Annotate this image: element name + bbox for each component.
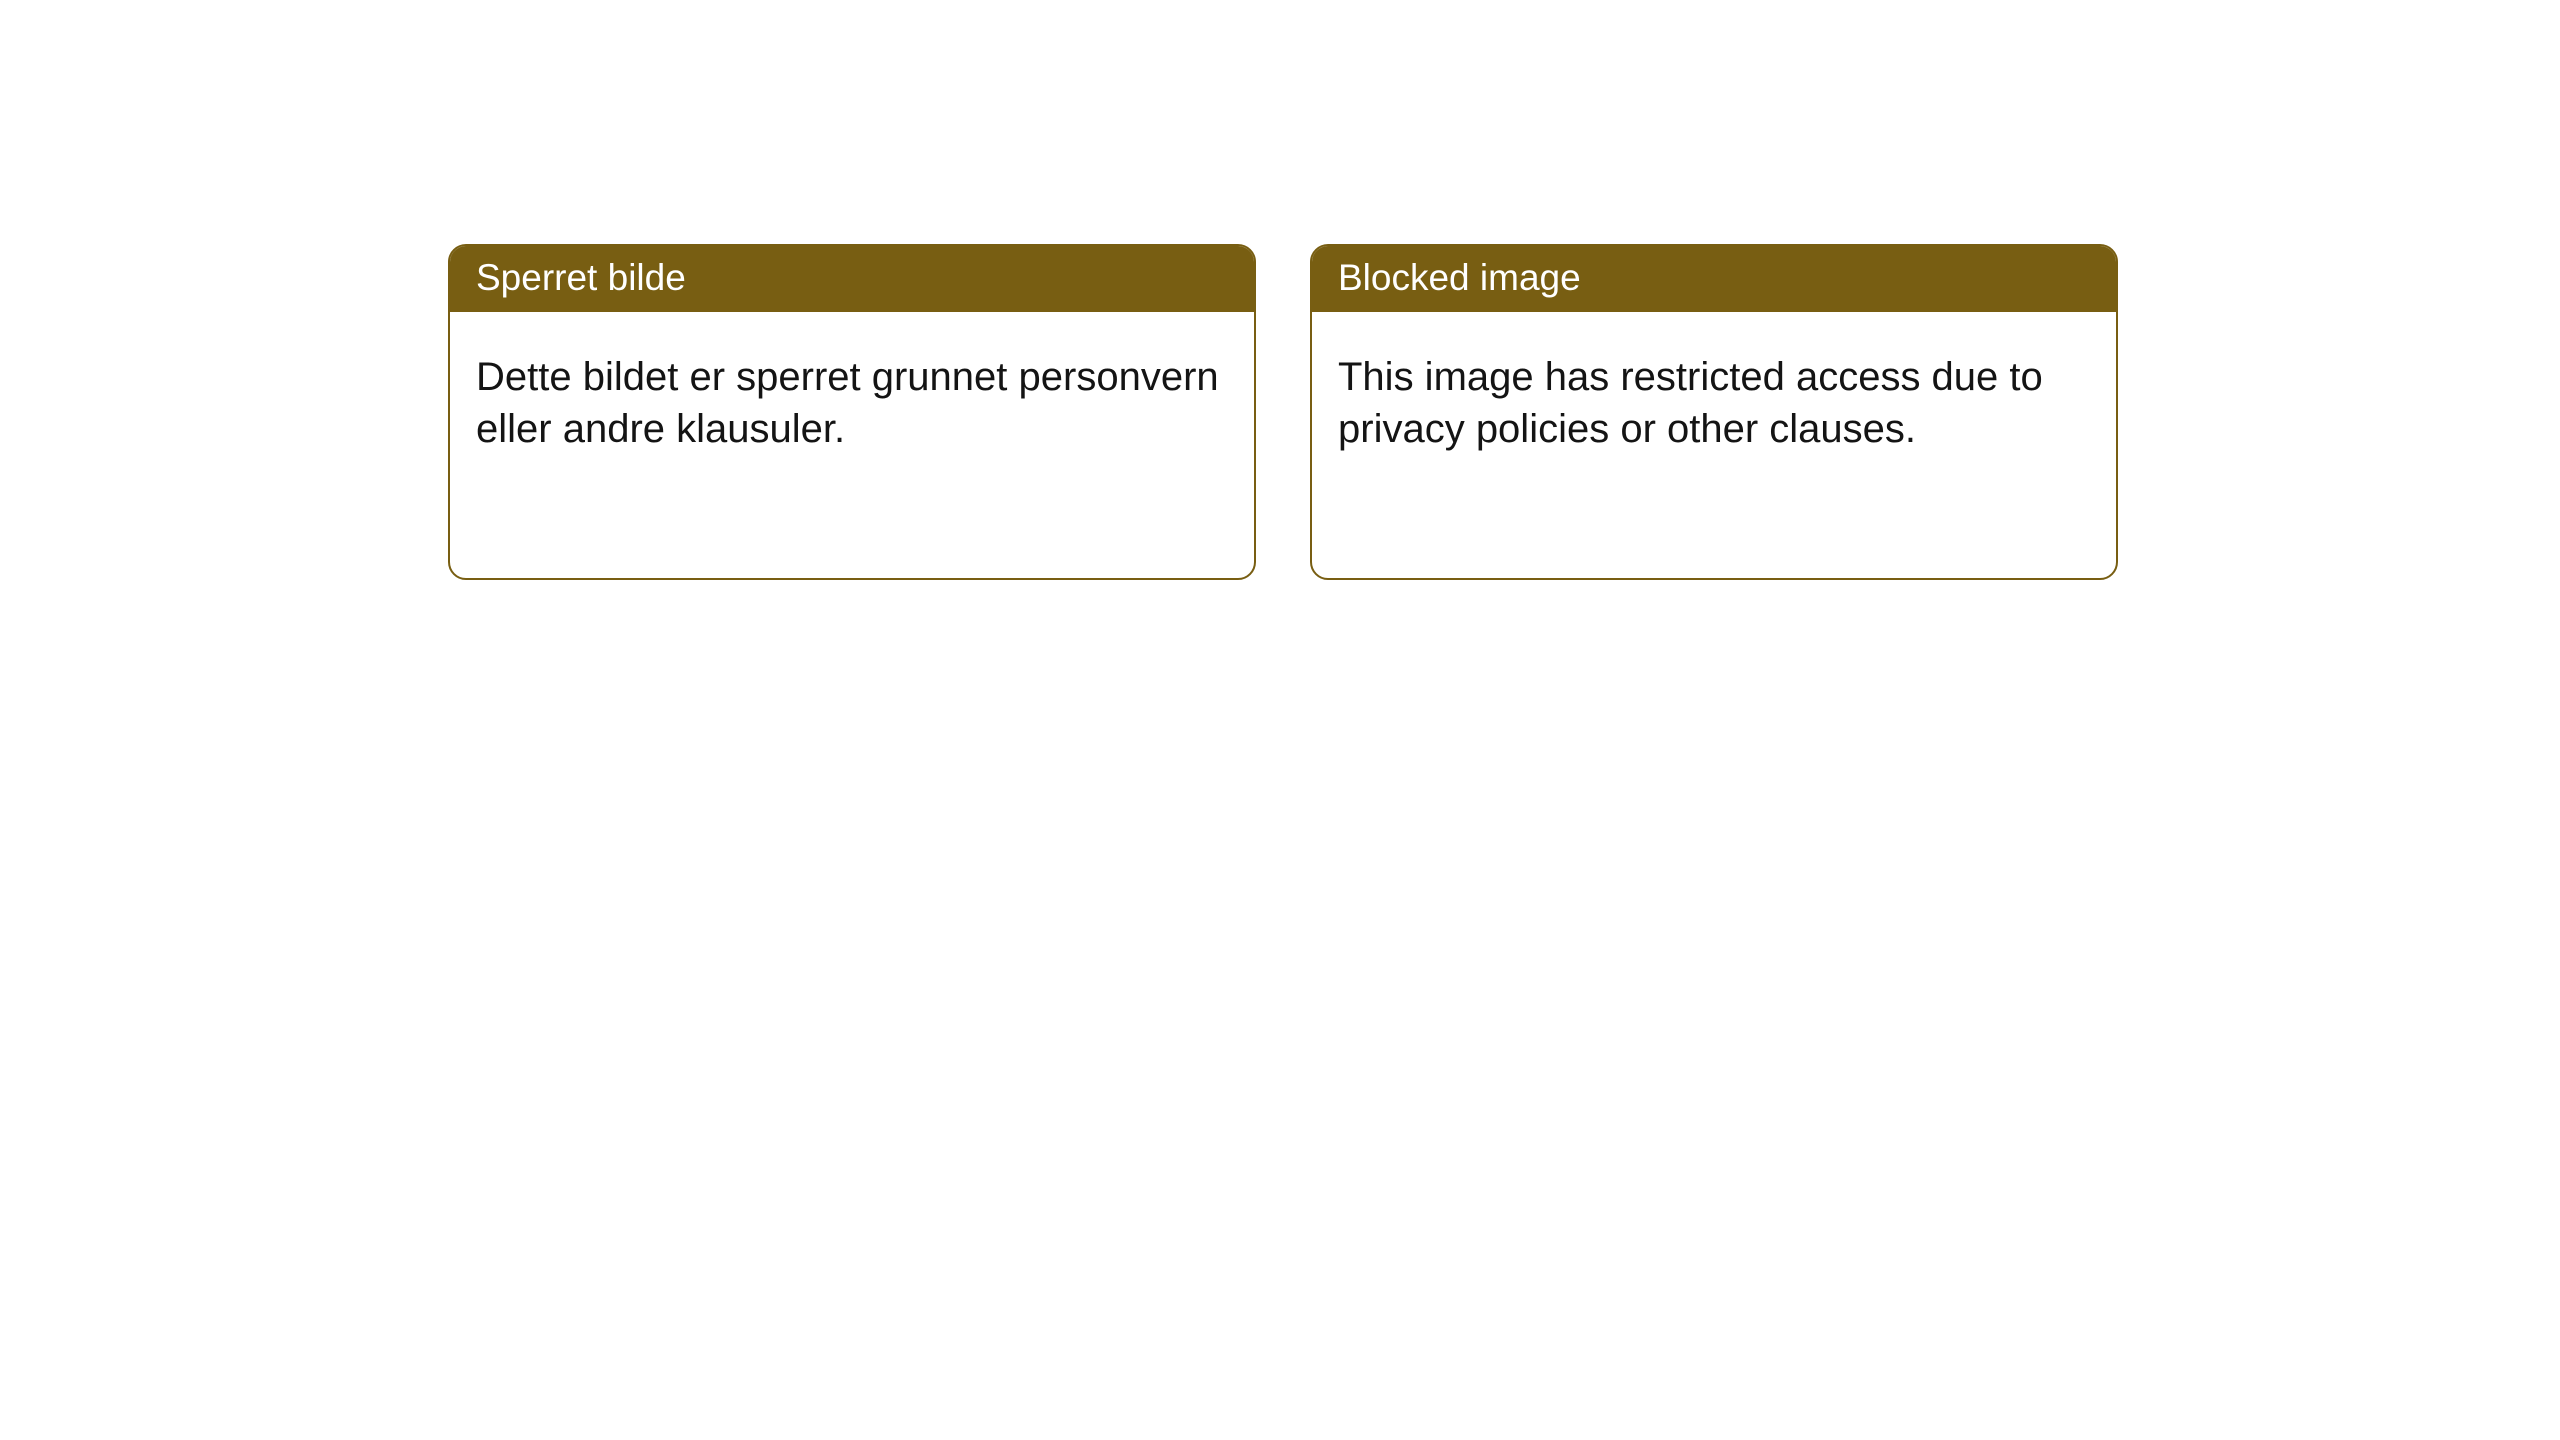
notice-body: Dette bildet er sperret grunnet personve… — [450, 312, 1254, 480]
notice-header: Sperret bilde — [450, 246, 1254, 312]
notice-header: Blocked image — [1312, 246, 2116, 312]
notice-container: Sperret bilde Dette bildet er sperret gr… — [0, 0, 2560, 580]
notice-card-english: Blocked image This image has restricted … — [1310, 244, 2118, 580]
notice-card-norwegian: Sperret bilde Dette bildet er sperret gr… — [448, 244, 1256, 580]
notice-body: This image has restricted access due to … — [1312, 312, 2116, 480]
